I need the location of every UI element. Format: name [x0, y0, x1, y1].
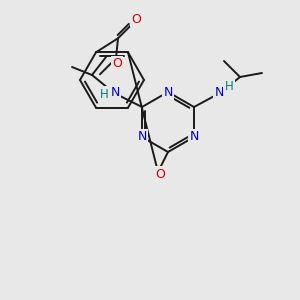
Text: H: H	[225, 80, 233, 92]
Text: O: O	[155, 167, 165, 181]
Text: O: O	[112, 57, 122, 70]
Text: N: N	[137, 130, 147, 143]
Text: N: N	[163, 85, 173, 98]
Text: N: N	[214, 85, 224, 98]
Text: O: O	[131, 13, 141, 26]
Text: N: N	[110, 85, 120, 98]
Text: N: N	[189, 130, 199, 143]
Text: H: H	[100, 88, 108, 100]
